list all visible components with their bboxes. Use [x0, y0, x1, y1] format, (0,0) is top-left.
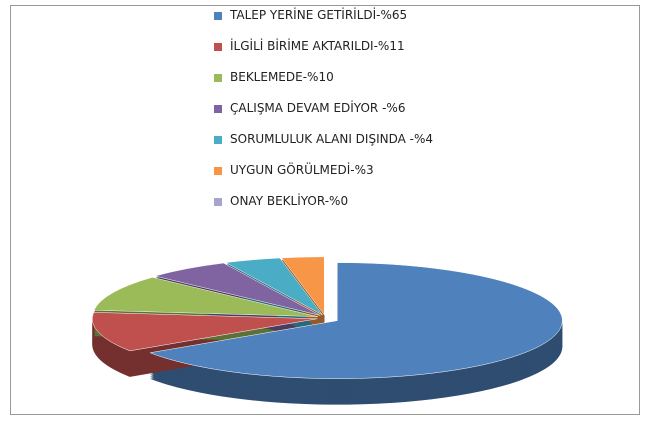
chart-frame	[10, 5, 640, 415]
legend-item: TALEP YERİNE GETİRİLDİ-%65	[210, 8, 500, 39]
slice	[149, 262, 563, 379]
legend-label: SORUMLULUK ALANI DIŞINDA -%4	[230, 132, 434, 146]
legend-item: ÇALIŞMA DEVAM EDİYOR -%6	[210, 101, 500, 132]
legend-item: İLGİLİ BİRİME AKTARILDI-%11	[210, 39, 500, 70]
legend-swatch	[214, 167, 222, 175]
legend-label: TALEP YERİNE GETİRİLDİ-%65	[230, 8, 408, 22]
legend: TALEP YERİNE GETİRİLDİ-%65 İLGİLİ BİRİME …	[210, 8, 500, 225]
slice	[91, 312, 318, 352]
slice	[224, 257, 323, 316]
legend-label: UYGUN GÖRÜLMEDİ-%3	[230, 163, 374, 177]
legend-item: UYGUN GÖRÜLMEDİ-%3	[210, 163, 500, 194]
legend-label: İLGİLİ BİRİME AKTARILDI-%11	[230, 39, 405, 53]
legend-swatch	[214, 74, 222, 82]
legend-label: ÇALIŞMA DEVAM EDİYOR -%6	[230, 101, 406, 115]
slice	[153, 262, 321, 316]
legend-swatch	[214, 12, 222, 20]
legend-swatch	[214, 105, 222, 113]
slice	[281, 256, 325, 316]
legend-swatch	[214, 198, 222, 206]
legend-label: BEKLEMEDE-%10	[230, 70, 334, 84]
legend-label: ONAY BEKLİYOR-%0	[230, 194, 349, 208]
legend-swatch	[214, 136, 222, 144]
slice	[93, 277, 318, 317]
legend-swatch	[214, 43, 222, 51]
legend-item: SORUMLULUK ALANI DIŞINDA -%4	[210, 132, 500, 163]
legend-item: ONAY BEKLİYOR-%0	[210, 194, 500, 225]
legend-item: BEKLEMEDE-%10	[210, 70, 500, 101]
